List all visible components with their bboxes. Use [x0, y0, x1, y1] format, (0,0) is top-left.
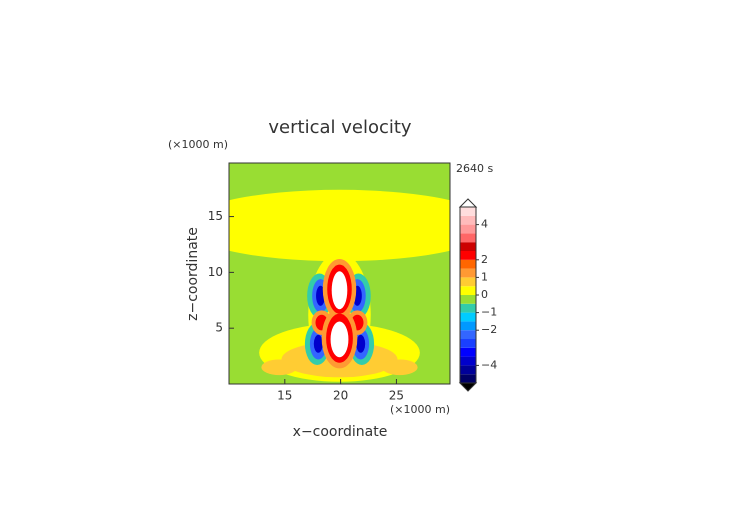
x-unit: (×1000 m) [390, 403, 450, 416]
colorbar-band [460, 233, 476, 243]
contour-region [356, 334, 366, 353]
axes: 15 20 25 5 10 15 −4 −2 −1 0 1 2 4 [208, 162, 497, 403]
x-axis-label: x−coordinate [293, 424, 388, 440]
colorbar-tick-label: −2 [481, 323, 497, 336]
colorbar-tick-label: 2 [481, 253, 488, 266]
contour-region [381, 359, 418, 376]
colorbar-band [460, 277, 476, 287]
colorbar-tick-label: −1 [481, 306, 497, 319]
contour-region [261, 359, 298, 376]
y-tick-label: 15 [208, 209, 223, 223]
contour-region [313, 334, 323, 353]
colorbar-band [460, 207, 476, 216]
y-tick-label: 5 [215, 321, 223, 335]
colorbar-band [460, 347, 476, 357]
colorbar-under [458, 382, 478, 392]
y-unit: (×1000 m) [168, 138, 228, 151]
time-label: 2640 s [456, 162, 493, 175]
colorbar-band [460, 365, 476, 375]
colorbar-tick-label: 0 [481, 288, 488, 301]
colorbar-band [460, 374, 476, 383]
colorbar-tick-label: 4 [481, 218, 488, 231]
colorbar-band [460, 286, 476, 295]
colorbar-band [460, 259, 476, 269]
contour-region [330, 321, 349, 358]
colorbar-band [460, 215, 476, 225]
colorbar-tick-label: 1 [481, 270, 488, 283]
y-axis-label: z−coordinate [185, 227, 201, 321]
colorbar-band [460, 356, 476, 366]
y-tick-label: 10 [208, 265, 223, 279]
colorbar-band [460, 242, 476, 251]
colorbar-tick-label: −4 [481, 358, 497, 371]
contour-field [229, 163, 450, 384]
x-tick-label: 25 [389, 389, 404, 403]
contour-region [331, 271, 348, 310]
colorbar-over [458, 198, 478, 208]
colorbar-band [460, 321, 476, 331]
plot-frame [228, 162, 451, 385]
colorbar-band [460, 295, 476, 304]
x-tick-label: 20 [333, 389, 348, 403]
colorbar-band [460, 224, 476, 234]
colorbar-band [460, 303, 476, 313]
colorbar-band [460, 312, 476, 322]
colorbar-band [460, 330, 476, 339]
colorbar-band [460, 268, 476, 278]
colorbar-band [460, 251, 476, 260]
contour-region [316, 285, 325, 306]
chart-title: vertical velocity [268, 117, 412, 138]
colorbar-band [460, 339, 476, 348]
x-tick-label: 15 [277, 389, 292, 403]
contour-region [229, 189, 450, 262]
